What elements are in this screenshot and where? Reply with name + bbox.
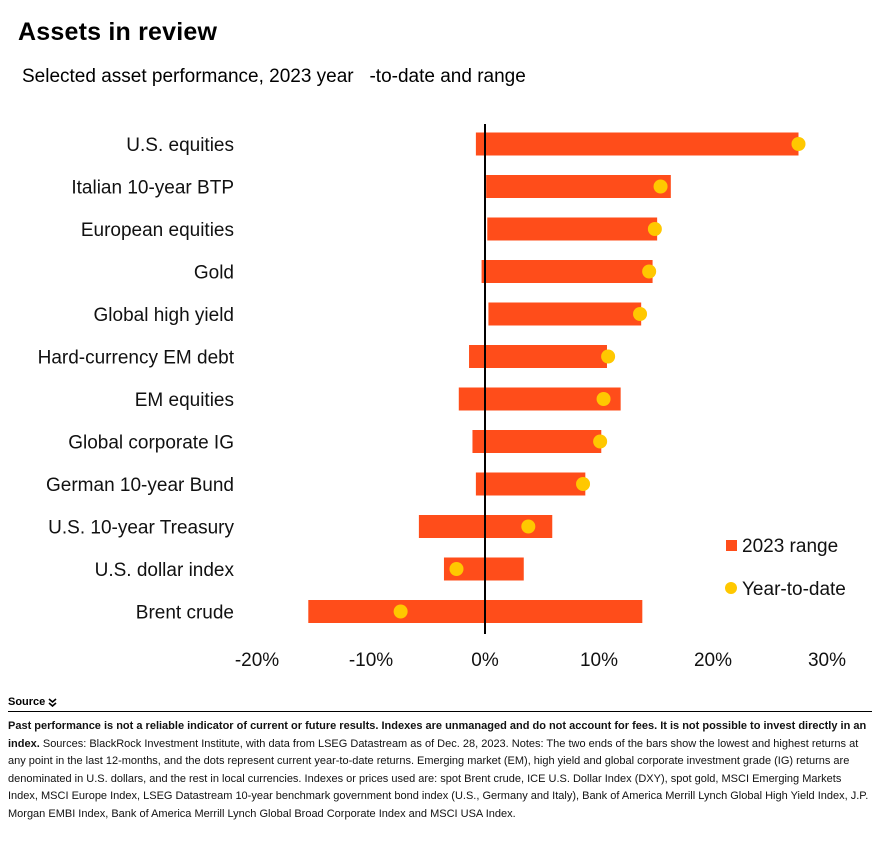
ytd-dot <box>449 562 464 576</box>
range-bar <box>469 345 607 368</box>
range-chart: U.S. equities Italian 10-year BTP European… <box>38 124 846 671</box>
legend-range-label: 2023 range <box>742 536 838 557</box>
x-tick-label: 10% <box>580 650 618 671</box>
range-bar <box>443 557 524 581</box>
category-label: Gold <box>194 263 234 284</box>
category-label: U.S. dollar index <box>95 560 235 581</box>
ytd-dot <box>647 222 662 236</box>
category-label: Global corporate IG <box>68 433 234 454</box>
ytd-dot <box>653 179 668 194</box>
range-bar <box>308 600 643 623</box>
ytd-dot <box>601 349 616 364</box>
category-label: EM equities <box>135 390 234 411</box>
ytd-dot <box>521 519 536 534</box>
category-label: Brent crude <box>136 603 234 624</box>
ytd-dot <box>642 264 657 279</box>
x-tick-label: 0% <box>471 650 499 671</box>
range-bar <box>488 302 642 326</box>
range-bar <box>475 472 586 496</box>
category-label: Italian 10-year BTP <box>71 178 234 199</box>
range-bar <box>475 132 799 156</box>
category-label: Hard-currency EM debt <box>38 348 235 369</box>
range-bar <box>458 387 621 411</box>
ytd-dot <box>393 604 408 619</box>
category-label: European equities <box>81 220 234 241</box>
category-label: German 10-year Bund <box>46 475 234 496</box>
legend-ytd-swatch <box>725 582 737 594</box>
legend-ytd-label: Year-to-date <box>742 579 846 600</box>
source-toggle[interactable]: Source <box>8 696 57 708</box>
source-notes-text: Sources: BlackRock Investment Institute,… <box>8 737 869 820</box>
category-label: U.S. equities <box>126 135 234 156</box>
ytd-dot <box>633 307 648 321</box>
source-label: Source <box>8 696 46 708</box>
x-tick-label: 20% <box>694 650 732 671</box>
category-label: Global high yield <box>94 305 234 326</box>
source-footnote: Past performance is not a reliable indic… <box>8 718 872 823</box>
x-tick-label: 30% <box>808 650 846 671</box>
double-chevron-down-icon <box>48 697 57 707</box>
chart-title: Assets in review <box>18 18 218 46</box>
category-label: U.S. 10-year Treasury <box>48 518 234 539</box>
ytd-dot <box>596 392 611 406</box>
ytd-dot <box>593 434 608 449</box>
disclaimer-text: Past performance is not a reliable indic… <box>8 720 867 750</box>
chart-subtitle: Selected asset performance, 2023 year -t… <box>22 66 526 87</box>
x-tick-label: -10% <box>349 650 393 671</box>
source-divider <box>8 711 872 712</box>
ytd-dot <box>791 137 806 151</box>
ytd-dot <box>576 477 591 491</box>
x-tick-label: -20% <box>235 650 279 671</box>
range-bar <box>472 430 602 453</box>
range-bar <box>487 217 658 241</box>
range-bar <box>486 175 671 198</box>
range-bar <box>481 260 653 283</box>
legend-range-swatch <box>726 540 737 551</box>
